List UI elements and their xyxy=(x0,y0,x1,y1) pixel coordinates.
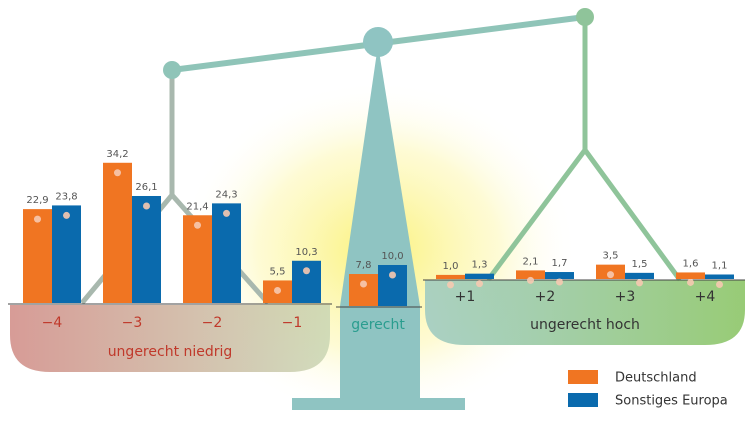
bar xyxy=(292,260,321,303)
x-tick-label: gerecht xyxy=(351,317,405,333)
group-label: ungerecht hoch xyxy=(530,317,640,333)
bar-dot xyxy=(303,267,310,275)
bar-dot xyxy=(274,286,281,294)
bar-dot xyxy=(360,280,367,288)
bar xyxy=(516,270,545,279)
bar-dot xyxy=(114,169,121,177)
bar-dot xyxy=(223,209,230,217)
value-label: 1,3 xyxy=(472,260,488,271)
value-label: 3,5 xyxy=(603,251,619,262)
x-tick-label: +4 xyxy=(695,289,716,305)
bar xyxy=(23,209,52,303)
value-label: 1,0 xyxy=(443,261,459,272)
value-label: 34,2 xyxy=(106,149,128,160)
bar-dot xyxy=(527,276,534,284)
bar-dot xyxy=(607,271,614,279)
value-label: 7,8 xyxy=(356,260,372,271)
value-label: 1,5 xyxy=(632,259,648,270)
bar-dot xyxy=(34,215,41,223)
bar xyxy=(132,195,161,303)
value-label: 10,0 xyxy=(381,251,403,262)
scale-decoration xyxy=(8,8,745,420)
value-label: 22,9 xyxy=(26,195,48,206)
value-label: 26,1 xyxy=(135,182,157,193)
bar xyxy=(676,272,705,279)
bar-dot xyxy=(556,278,563,286)
x-tick-label: −1 xyxy=(282,315,303,331)
bar-dot xyxy=(194,221,201,229)
x-tick-label: −4 xyxy=(42,315,63,331)
value-label: 2,1 xyxy=(523,256,539,267)
value-label: 5,5 xyxy=(270,266,286,277)
bar xyxy=(625,272,654,279)
x-tick-label: +3 xyxy=(615,289,636,305)
legend-label: Deutschland xyxy=(615,371,697,386)
value-label: 10,3 xyxy=(295,247,317,258)
bar xyxy=(52,205,81,303)
legend-swatch xyxy=(568,393,598,407)
value-label: 1,7 xyxy=(552,258,568,269)
bar xyxy=(349,274,378,306)
value-label: 1,6 xyxy=(683,258,699,269)
value-label: 1,1 xyxy=(712,260,728,271)
bar-dot xyxy=(63,211,70,219)
bar-dot xyxy=(447,281,454,289)
bar xyxy=(465,273,494,279)
x-tick-label: −2 xyxy=(202,315,223,331)
bar-dot xyxy=(476,280,483,288)
value-label: 23,8 xyxy=(55,191,77,202)
bar xyxy=(103,162,132,303)
bar xyxy=(378,265,407,306)
bar-dot xyxy=(716,280,723,288)
bar xyxy=(183,215,212,303)
bar-dot xyxy=(143,202,150,210)
bar xyxy=(545,272,574,279)
bar xyxy=(705,274,734,279)
x-tick-label: −3 xyxy=(122,315,143,331)
group-label: ungerecht niedrig xyxy=(108,344,233,360)
bar-dot xyxy=(687,278,694,286)
legend-swatch xyxy=(568,370,598,384)
legend-label: Sonstiges Europa xyxy=(615,394,728,409)
x-tick-label: +2 xyxy=(535,289,556,305)
bar xyxy=(436,274,465,279)
bar-dot xyxy=(636,279,643,287)
value-label: 24,3 xyxy=(215,189,237,200)
x-tick-label: +1 xyxy=(455,289,476,305)
value-label: 21,4 xyxy=(186,201,208,212)
bar-dot xyxy=(389,271,396,279)
bar xyxy=(212,203,241,303)
